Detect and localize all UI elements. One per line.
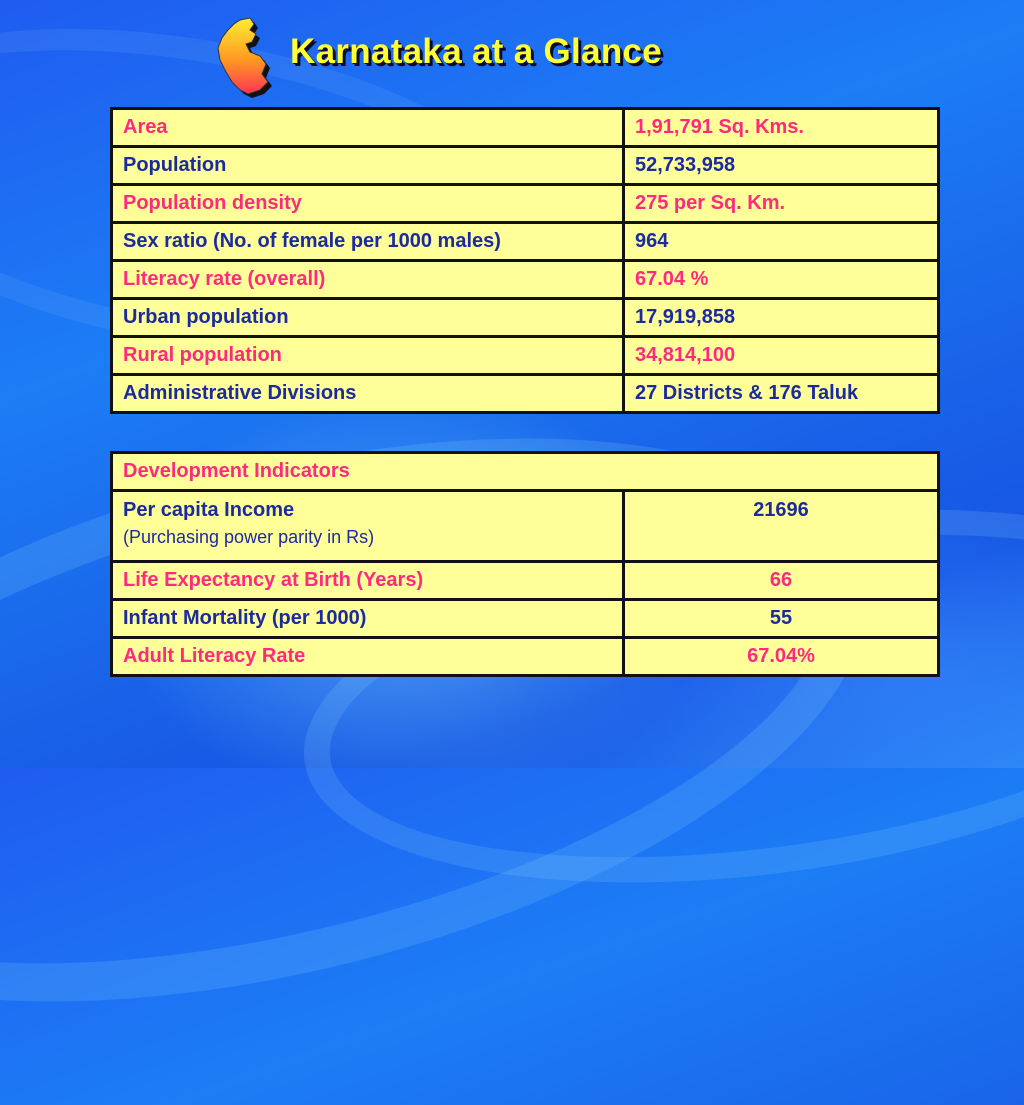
row-label: Literacy rate (overall) <box>110 259 625 300</box>
row-label-cell: Per capita Income (Purchasing power pari… <box>110 489 625 563</box>
row-label: Per capita Income <box>123 499 295 521</box>
table-row: Adult Literacy Rate 67.04% <box>110 636 940 677</box>
table-row: Sex ratio (No. of female per 1000 males)… <box>110 221 940 262</box>
slide-header: Karnataka at a Glance <box>210 14 662 104</box>
row-value: 964 <box>622 221 940 262</box>
row-value: 67.04% <box>622 636 940 677</box>
row-label: Area <box>110 107 625 148</box>
development-indicators-table: Development Indicators Per capita Income… <box>110 451 940 677</box>
state-facts-table: Area 1,91,791 Sq. Kms. Population 52,733,9… <box>110 107 940 414</box>
row-label: Life Expectancy at Birth (Years) <box>110 560 625 601</box>
table-row: Urban population 17,919,858 <box>110 297 940 338</box>
table-row: Rural population 34,814,100 <box>110 335 940 376</box>
table-row: Life Expectancy at Birth (Years) 66 <box>110 560 940 601</box>
row-label: Sex ratio (No. of female per 1000 males) <box>110 221 625 262</box>
row-value: 55 <box>622 598 940 639</box>
row-label: Population <box>110 145 625 186</box>
karnataka-map-icon <box>217 17 272 98</box>
row-value: 21696 <box>622 489 940 563</box>
row-value: 1,91,791 Sq. Kms. <box>622 107 940 148</box>
table-header-row: Development Indicators <box>110 451 940 492</box>
row-label: Urban population <box>110 297 625 338</box>
row-label: Adult Literacy Rate <box>110 636 625 677</box>
row-label: Infant Mortality (per 1000) <box>110 598 625 639</box>
row-value: 17,919,858 <box>622 297 940 338</box>
row-label: Population density <box>110 183 625 224</box>
table-row: Per capita Income (Purchasing power pari… <box>110 489 940 563</box>
row-sublabel: (Purchasing power parity in Rs) <box>123 527 375 547</box>
row-label: Rural population <box>110 335 625 376</box>
table-row: Population density 275 per Sq. Km. <box>110 183 940 224</box>
table-row: Population 52,733,958 <box>110 145 940 186</box>
row-label: Administrative Divisions <box>110 373 625 414</box>
page-title: Karnataka at a Glance <box>290 32 663 71</box>
table-row: Area 1,91,791 Sq. Kms. <box>110 107 940 148</box>
row-value: 34,814,100 <box>622 335 940 376</box>
row-value: 52,733,958 <box>622 145 940 186</box>
row-value: 275 per Sq. Km. <box>622 183 940 224</box>
table-row: Infant Mortality (per 1000) 55 <box>110 598 940 639</box>
table-heading: Development Indicators <box>110 451 940 492</box>
row-value: 67.04 % <box>622 259 940 300</box>
row-value: 27 Districts & 176 Taluk <box>622 373 940 414</box>
table-row: Administrative Divisions 27 Districts & 1… <box>110 373 940 414</box>
table-row: Literacy rate (overall) 67.04 % <box>110 259 940 300</box>
row-value: 66 <box>622 560 940 601</box>
